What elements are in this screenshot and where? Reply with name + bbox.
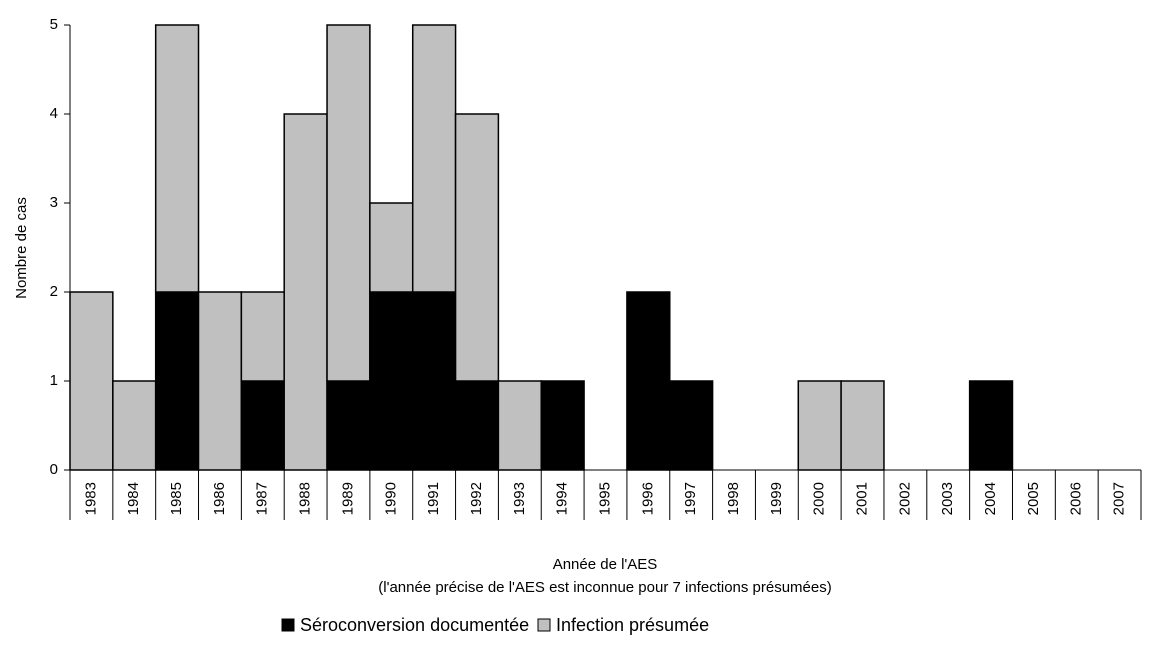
x-tick-label: 1988 (297, 482, 314, 515)
bar-segment (497, 380, 542, 471)
x-tick-label: 1990 (382, 482, 399, 515)
bar-segment (454, 113, 500, 382)
bar-segment (540, 380, 585, 471)
x-tick-label: 2002 (896, 482, 913, 515)
x-tick-label: 1994 (554, 482, 571, 515)
legend-swatch (537, 618, 551, 632)
x-tick-label: 2004 (982, 482, 999, 515)
x-tick-label: 1995 (596, 482, 613, 515)
x-tick-label: 1992 (468, 482, 485, 515)
y-tick-label: 2 (50, 283, 58, 300)
y-tick-label: 4 (50, 105, 58, 122)
bar-segment (326, 24, 371, 382)
bar-segment (112, 380, 157, 471)
bar-segment (968, 380, 1014, 471)
bar-segment (454, 380, 500, 471)
x-tick-label: 1993 (511, 482, 528, 515)
x-tick-label: 2005 (1025, 482, 1042, 515)
bar-segment (240, 380, 285, 471)
x-tick-label: 1996 (639, 482, 656, 515)
x-tick-label: 1986 (211, 482, 228, 515)
x-tick-label: 1998 (725, 482, 742, 515)
y-tick-label: 5 (50, 16, 58, 33)
bar-segment (411, 291, 457, 471)
x-tick-label: 1999 (768, 482, 785, 515)
bar-segment (369, 202, 414, 293)
bar-segment (369, 291, 414, 471)
bar-segment (626, 291, 671, 471)
legend-swatch (281, 618, 295, 632)
legend-label: Infection présumée (556, 615, 709, 635)
bar-segment (283, 113, 328, 471)
x-tick-label: 2007 (1111, 482, 1128, 515)
legend-label: Séroconversion documentée (300, 615, 529, 635)
x-tick-label: 2001 (854, 482, 871, 515)
y-axis-title: Nombre de cas (13, 197, 30, 299)
bar-segment (840, 380, 885, 471)
x-axis-note: (l'année précise de l'AES est inconnue p… (378, 579, 832, 596)
bar-segment (69, 291, 114, 471)
x-tick-label: 1983 (82, 482, 99, 515)
x-tick-label: 2000 (811, 482, 828, 515)
bar-segment (669, 380, 714, 471)
x-tick-label: 1991 (425, 482, 442, 515)
x-axis-title: Année de l'AES (553, 556, 658, 573)
bar-segment (154, 24, 200, 293)
x-tick-label: 1987 (254, 482, 271, 515)
y-tick-label: 1 (50, 372, 58, 389)
x-tick-label: 2006 (1068, 482, 1085, 515)
y-tick-label: 3 (50, 194, 58, 211)
bar-segment (797, 380, 842, 471)
bar-segment (326, 380, 371, 471)
bar-segment (240, 291, 285, 382)
x-tick-label: 1997 (682, 482, 699, 515)
bar-segment (197, 291, 243, 471)
x-tick-label: 1985 (168, 482, 185, 515)
x-tick-label: 2003 (939, 482, 956, 515)
bar-segment (154, 291, 200, 471)
x-tick-label: 1984 (125, 482, 142, 515)
bar-segment (411, 24, 457, 293)
x-tick-label: 1989 (339, 482, 356, 515)
y-tick-label: 0 (50, 461, 58, 478)
